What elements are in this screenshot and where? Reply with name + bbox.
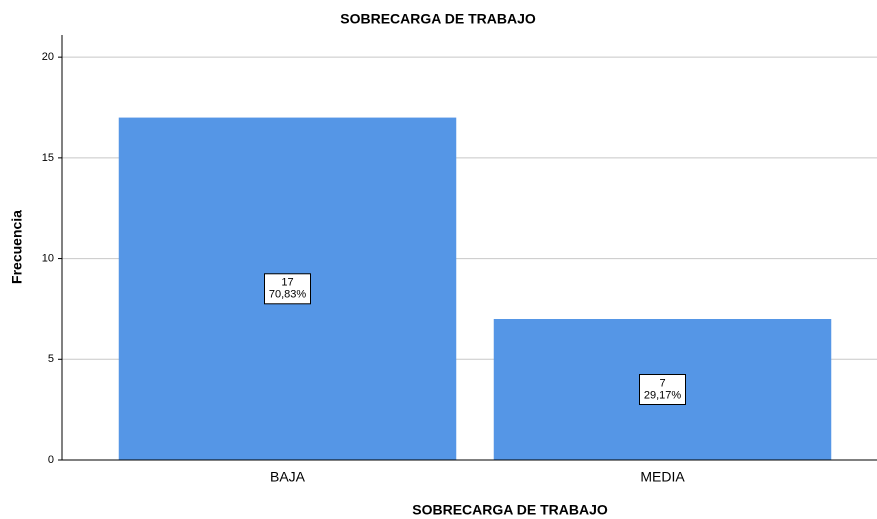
y-axis-label: Frecuencia xyxy=(9,210,25,284)
x-tick-label: BAJA xyxy=(270,469,306,485)
y-tick-label: 5 xyxy=(48,353,54,365)
y-tick-label: 0 xyxy=(48,454,54,466)
percent-label: 29,17% xyxy=(644,389,682,401)
percent-label: 70,83% xyxy=(269,289,307,301)
y-tick-label: 10 xyxy=(42,252,54,264)
x-axis-label: SOBRECARGA DE TRABAJO xyxy=(412,502,608,518)
y-tick-label: 15 xyxy=(42,152,54,164)
data-label-box xyxy=(264,273,311,305)
data-label-box xyxy=(639,374,686,406)
data-label: 17 xyxy=(281,277,293,289)
data-label: 7 xyxy=(659,377,665,389)
x-tick-label: MEDIA xyxy=(640,469,685,485)
chart-title: SOBRECARGA DE TRABAJO xyxy=(340,11,536,27)
y-tick-label: 20 xyxy=(42,51,54,63)
